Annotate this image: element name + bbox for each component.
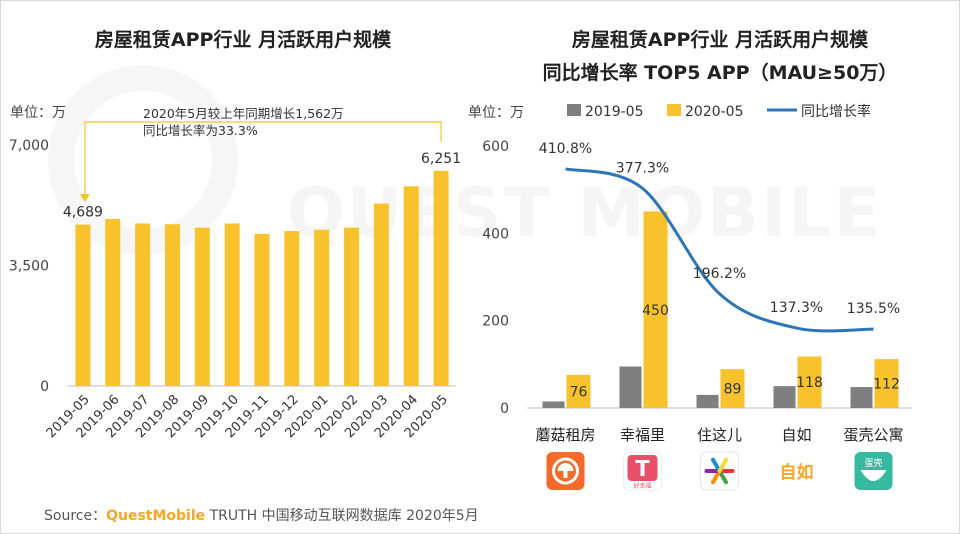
legend-swatch-2019: [567, 104, 581, 116]
zhuzher-icon: [700, 451, 739, 491]
rate-label-自如: 137.3%: [770, 300, 823, 316]
legend-label-2020: 2020-05: [685, 104, 744, 120]
annotation-line-2: 同比增长率为33.3%: [143, 123, 258, 138]
data-label-2020-05: 6,251: [421, 151, 461, 167]
ziroom-icon: 自如: [780, 462, 814, 483]
right-bars: 76 450 89 118 112: [542, 211, 900, 408]
right-x-axis: 蘑菇租房 幸福里 住这儿 自如 蛋壳公寓: [535, 426, 903, 444]
left-y-tick-label: 3,500: [9, 259, 49, 275]
growth-rate-labels: 410.8% 377.3% 196.2% 137.3% 135.5%: [539, 141, 900, 317]
bar-2020-04: [403, 186, 419, 386]
bar-2020-自如: [797, 356, 822, 408]
annotation-line-1: 2020年5月较上年同期增长1,562万: [143, 106, 344, 121]
data-label-2019-05: 4,689: [63, 205, 103, 221]
bar-2019-蛋壳公寓: [850, 387, 873, 408]
source-prefix: Source：: [44, 508, 107, 524]
growth-rate-line: [565, 167, 874, 333]
rate-label-幸福里: 377.3%: [616, 160, 669, 176]
left-chart-title: 房屋租赁APP行业 月活跃用户规模: [95, 28, 392, 51]
questmobile-brand: QuestMobile: [106, 508, 206, 524]
left-y-axis: 0 3,500 7,000: [9, 138, 49, 395]
data-label-2020-住这儿: 89: [724, 382, 742, 398]
svg-text:自如: 自如: [780, 462, 814, 483]
x-tick-自如: 自如: [781, 426, 811, 444]
data-label-2020-幸福里: 450: [642, 303, 669, 319]
left-y-tick-label: 0: [40, 379, 49, 395]
bar-2020-蛋壳公寓: [874, 359, 899, 408]
left-y-tick-label: 7,000: [9, 138, 49, 154]
bar-2020-住这儿: [720, 369, 745, 408]
bar-2019-10: [224, 223, 240, 386]
rate-label-蛋壳公寓: 135.5%: [847, 301, 900, 317]
data-label-2020-自如: 118: [796, 375, 823, 391]
right-y-axis: 0 200 400 600: [482, 139, 509, 417]
left-x-axis: 2019-052019-062019-072019-082019-092019-…: [44, 392, 451, 441]
bar-2019-05: [75, 224, 91, 386]
left-unit-label: 单位：万: [10, 105, 66, 121]
x-tick-住这儿: 住这儿: [697, 426, 742, 444]
bar-2019-06: [105, 219, 121, 386]
bar-2019-幸福里: [619, 366, 642, 408]
bar-2019-07: [135, 223, 151, 386]
bar-2019-自如: [773, 386, 796, 408]
right-y-tick-label: 600: [482, 139, 509, 155]
xingfuli-icon: 好幸福: [623, 451, 662, 491]
bar-2020-05: [433, 170, 449, 386]
bar-2019-蘑菇租房: [542, 401, 565, 408]
legend-label-rate: 同比增长率: [801, 103, 871, 120]
growth-annotation: 2020年5月较上年同期增长1,562万 同比增长率为33.3%: [79, 106, 442, 202]
right-y-tick-label: 0: [500, 401, 509, 417]
legend-label-2019: 2019-05: [585, 104, 644, 120]
danke-icon: 蛋壳: [854, 452, 893, 490]
bar-2020-蘑菇租房: [566, 374, 591, 408]
right-y-tick-label: 400: [482, 226, 509, 242]
svg-text:蛋壳: 蛋壳: [864, 457, 882, 469]
bar-2019-住这儿: [696, 394, 719, 408]
annotation-arrow-icon: [79, 194, 90, 202]
x-tick-蛋壳公寓: 蛋壳公寓: [843, 426, 903, 444]
bar-2020-02: [344, 227, 360, 386]
rate-label-蘑菇租房: 410.8%: [539, 141, 592, 157]
annotation-bracket: [84, 121, 442, 196]
right-unit-label: 单位：万: [468, 105, 524, 121]
left-bars: 4,689 6,251: [63, 151, 461, 386]
data-label-2020-蘑菇租房: 76: [570, 384, 588, 400]
mogu-icon: [546, 452, 585, 490]
x-tick-蘑菇租房: 蘑菇租房: [535, 426, 595, 444]
bar-2019-11: [254, 233, 270, 386]
x-tick-幸福里: 幸福里: [620, 426, 665, 444]
legend: 2019-05 2020-05 同比增长率: [567, 103, 871, 120]
rate-label-住这儿: 196.2%: [693, 266, 746, 282]
bar-2019-09: [194, 227, 210, 386]
right-chart-title: 房屋租赁APP行业 月活跃用户规模: [572, 28, 869, 51]
source-rest: TRUTH 中国移动互联网数据库 2020年5月: [205, 508, 479, 524]
bar-2019-08: [164, 224, 180, 386]
bar-2020-幸福里: [643, 211, 668, 408]
right-chart: 房屋租赁APP行业 月活跃用户规模 同比增长率 TOP5 APP（MAU≥50万…: [468, 28, 912, 491]
svg-text:好幸福: 好幸福: [633, 482, 651, 490]
data-label-2020-蛋壳公寓: 112: [873, 377, 900, 393]
bar-2020-03: [373, 203, 389, 386]
legend-swatch-2020: [667, 104, 681, 116]
right-chart-subtitle: 同比增长率 TOP5 APP（MAU≥50万）: [543, 61, 898, 84]
bar-2020-01: [314, 229, 330, 386]
right-y-tick-label: 200: [482, 314, 509, 330]
app-icons: 好幸福 自如 蛋壳: [546, 451, 893, 491]
source-line: Source：QuestMobile TRUTH 中国移动互联网数据库 2020…: [44, 505, 479, 525]
bar-2019-12: [284, 231, 300, 386]
